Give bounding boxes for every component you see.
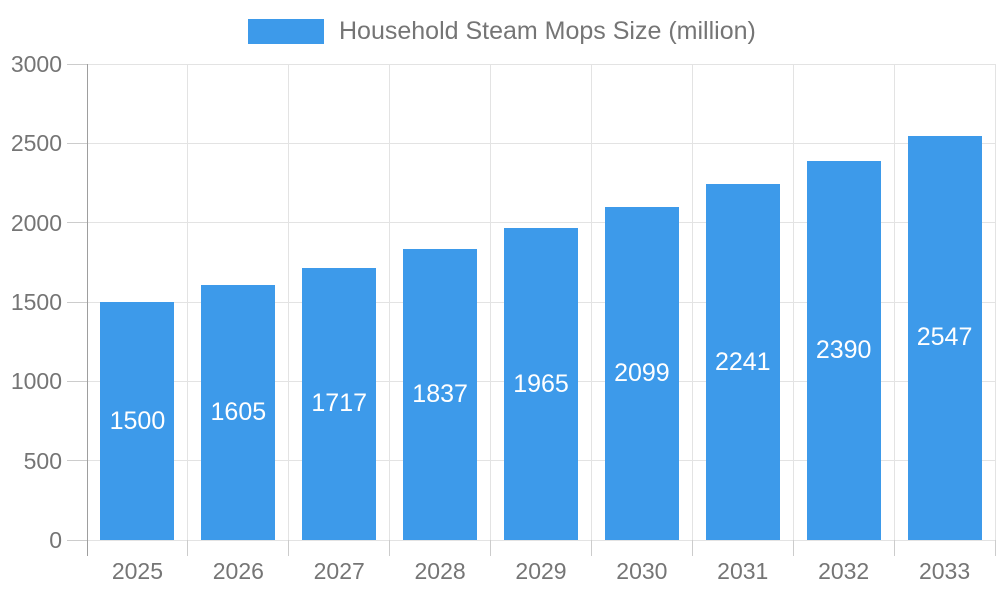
x-axis-label: 2026 — [212, 558, 264, 584]
bar[interactable]: 2390 — [806, 160, 881, 540]
gridline-horizontal — [87, 539, 995, 541]
x-axis-tick — [893, 540, 895, 556]
x-axis-label: 2027 — [313, 558, 365, 584]
x-axis-tick — [288, 540, 290, 556]
gridline-vertical — [893, 64, 895, 540]
x-axis-label: 2029 — [515, 558, 567, 584]
y-axis-tick — [67, 301, 87, 303]
bar[interactable]: 2241 — [705, 184, 780, 540]
y-axis-tick — [67, 63, 87, 65]
x-axis-label: 2025 — [111, 558, 164, 584]
gridline-horizontal — [87, 142, 995, 144]
y-axis-label: 0 — [49, 527, 62, 553]
gridline-horizontal — [87, 63, 995, 65]
bar-value-label: 1605 — [210, 398, 267, 427]
bar-value-label: 1837 — [412, 379, 468, 408]
bar-value-label: 2241 — [714, 347, 771, 376]
y-axis-tick — [67, 142, 87, 144]
gridline-vertical — [187, 64, 189, 540]
chart-legend[interactable]: Household Steam Mops Size (million) — [248, 17, 756, 46]
gridline-vertical — [490, 64, 492, 540]
bar-value-label: 1965 — [513, 369, 569, 398]
bar-value-label: 1500 — [109, 406, 166, 435]
y-axis-label: 2000 — [10, 209, 62, 236]
bar-value-label: 1717 — [311, 389, 368, 418]
x-axis-label: 2032 — [818, 558, 870, 584]
x-axis-tick — [994, 540, 996, 556]
y-axis-label: 2500 — [10, 130, 62, 157]
bar[interactable]: 1965 — [504, 228, 578, 540]
gridline-vertical — [288, 64, 290, 540]
y-axis-label: 1000 — [10, 368, 62, 395]
bar[interactable]: 1500 — [100, 302, 175, 540]
bar[interactable]: 1605 — [201, 285, 276, 540]
gridline-vertical — [691, 64, 693, 540]
y-axis-label: 500 — [23, 447, 62, 474]
y-axis-tick — [67, 460, 87, 462]
bar-value-label: 2547 — [916, 323, 973, 352]
y-axis-tick — [67, 380, 87, 382]
gridline-horizontal — [87, 222, 995, 224]
bar[interactable]: 2547 — [907, 135, 982, 540]
x-axis-label: 2028 — [414, 558, 466, 584]
bar[interactable]: 1717 — [302, 267, 377, 540]
x-axis-tick — [590, 540, 592, 556]
x-axis-tick — [490, 540, 492, 556]
gridline-vertical — [389, 64, 391, 540]
x-axis-label: 2031 — [717, 558, 769, 584]
bar-value-label: 2390 — [815, 335, 872, 364]
bar[interactable]: 2099 — [604, 206, 679, 540]
x-axis-tick — [187, 540, 189, 556]
y-axis-tick — [67, 539, 87, 541]
x-axis-tick — [792, 540, 794, 556]
y-axis-label: 1500 — [10, 289, 62, 315]
y-axis-line — [86, 64, 88, 556]
gridline-vertical — [994, 64, 996, 540]
gridline-vertical — [792, 64, 794, 540]
x-axis-tick — [691, 540, 693, 556]
gridline-vertical — [590, 64, 592, 540]
bar-value-label: 2099 — [614, 358, 670, 387]
y-axis-tick — [67, 222, 87, 224]
x-axis-label: 2033 — [918, 558, 971, 584]
x-axis-tick — [389, 540, 391, 556]
legend-swatch-icon — [248, 19, 324, 44]
bar[interactable]: 1837 — [403, 248, 478, 540]
y-axis-label: 3000 — [10, 51, 62, 77]
x-axis-label: 2030 — [616, 558, 668, 584]
legend-label: Household Steam Mops Size (million) — [339, 17, 756, 45]
